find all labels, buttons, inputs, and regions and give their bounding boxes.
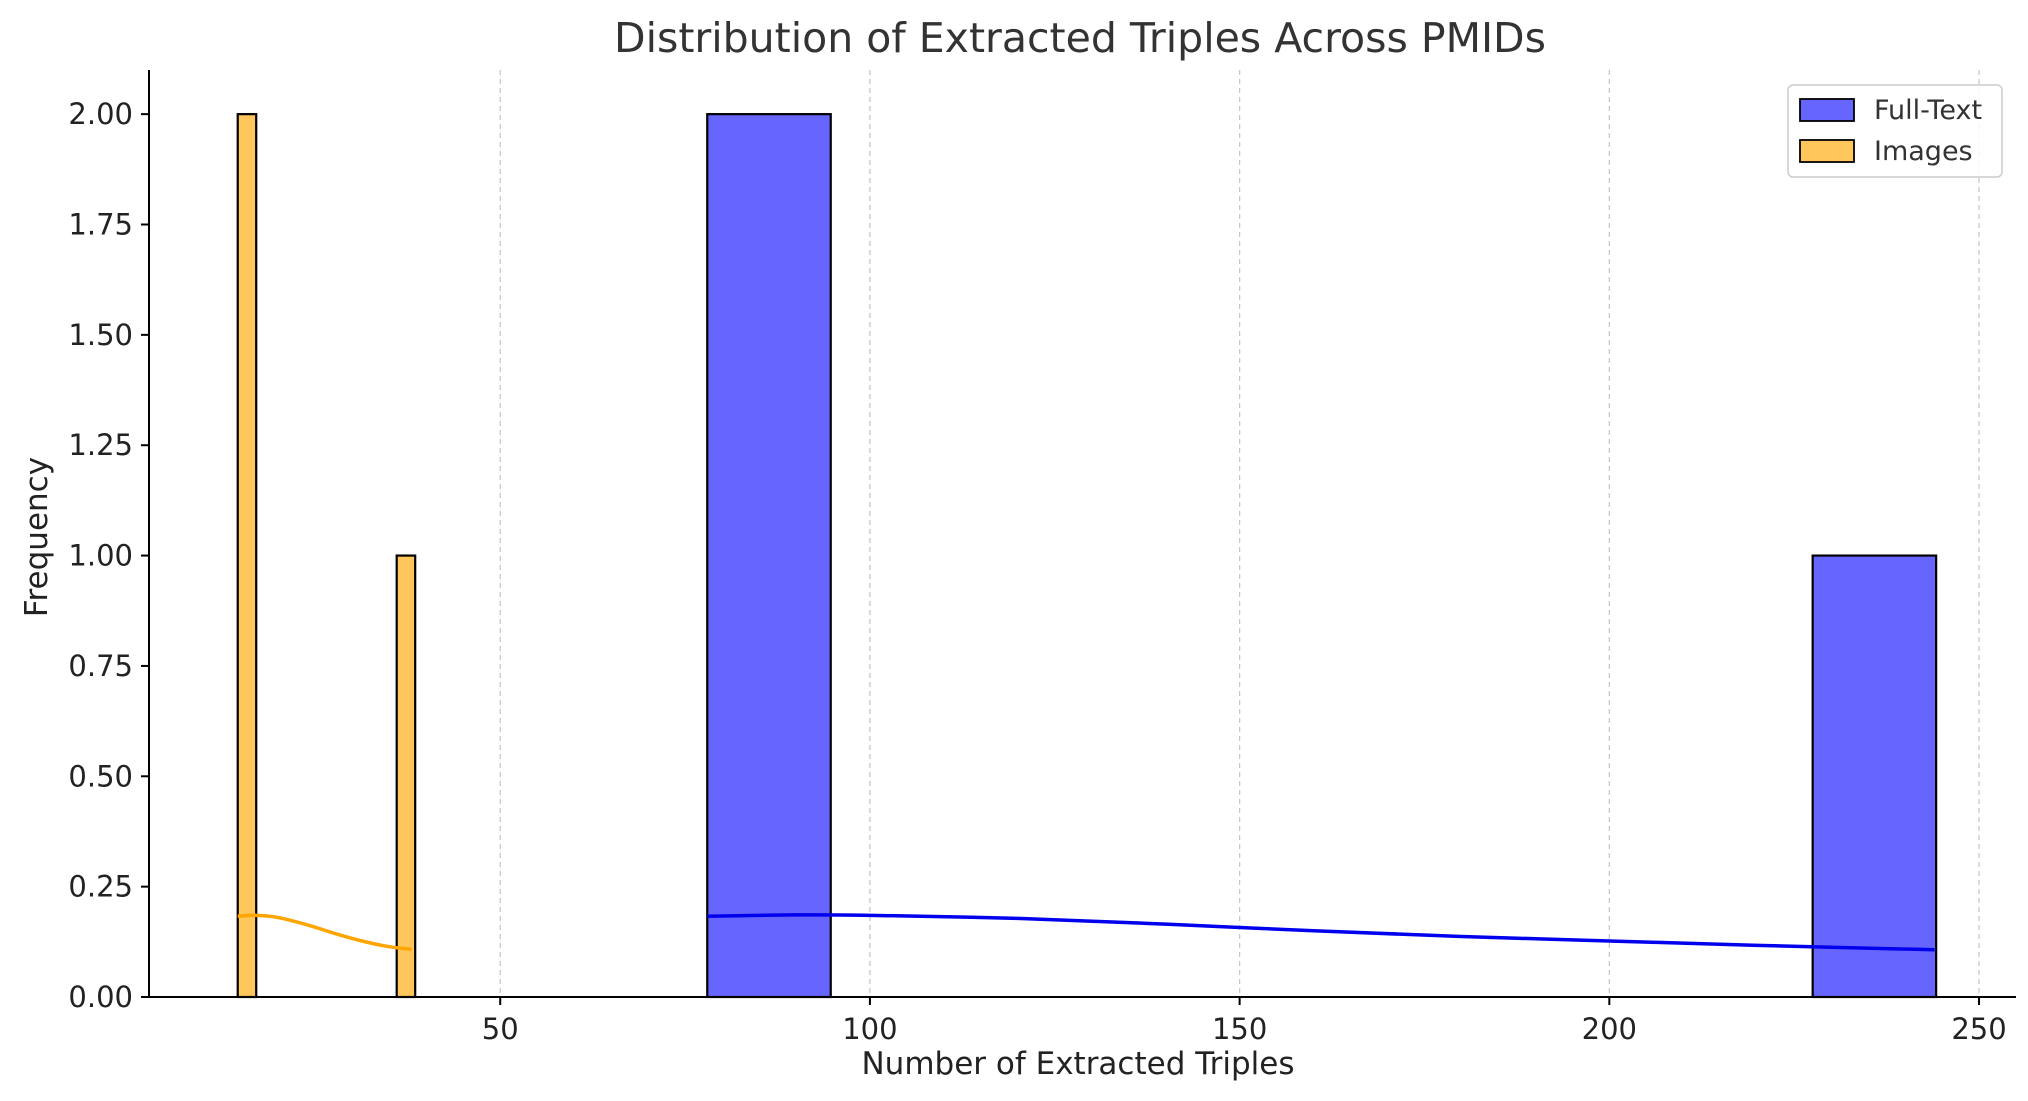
grid-layer [499,70,1980,997]
ticks-layer: 50 100 150 200 250 0.00 0.25 0.50 0.75 1.00 1.25 1.… [68,97,2006,1046]
x-tick-label: 250 [1951,1012,2006,1046]
legend-swatch-images [1799,139,1855,163]
y-tick-label: 0.25 [68,870,133,904]
y-axis-label: Frequency [19,457,55,617]
legend-swatch-full-text [1799,98,1855,122]
bar-images-1 [395,554,417,999]
x-axis-label: Number of Extracted Triples [861,1046,1294,1082]
kde-line-images [237,913,412,952]
kde-line-full-text [707,913,1935,952]
bar-images-0 [236,113,258,999]
y-tick-label: 0.50 [68,759,133,793]
bar-full-text-1 [1811,554,1938,999]
y-tick-label: 1.25 [68,428,133,462]
y-tick-label: 1.50 [68,318,133,352]
x-tick-label: 100 [842,1012,897,1046]
x-tick-label: 150 [1212,1012,1267,1046]
bar-full-text-0 [706,113,832,999]
x-tick-label: 200 [1582,1012,1637,1046]
y-tick-label: 2.00 [68,97,133,131]
legend-label-full-text: Full-Text [1874,95,1982,126]
y-tick-label: 0.00 [68,980,133,1014]
kde-layer [237,913,1935,952]
legend-label-images: Images [1874,136,1973,167]
axes-layer [148,70,2016,998]
bars-layer [236,113,1938,999]
y-tick-label: 1.00 [68,539,133,573]
legend: Full-Text Images [1787,84,2003,178]
chart-title: Distribution of Extracted Triples Across… [614,14,1546,62]
y-tick-label: 0.75 [68,649,133,683]
x-tick-label: 50 [482,1012,519,1046]
y-tick-label: 1.75 [68,208,133,242]
